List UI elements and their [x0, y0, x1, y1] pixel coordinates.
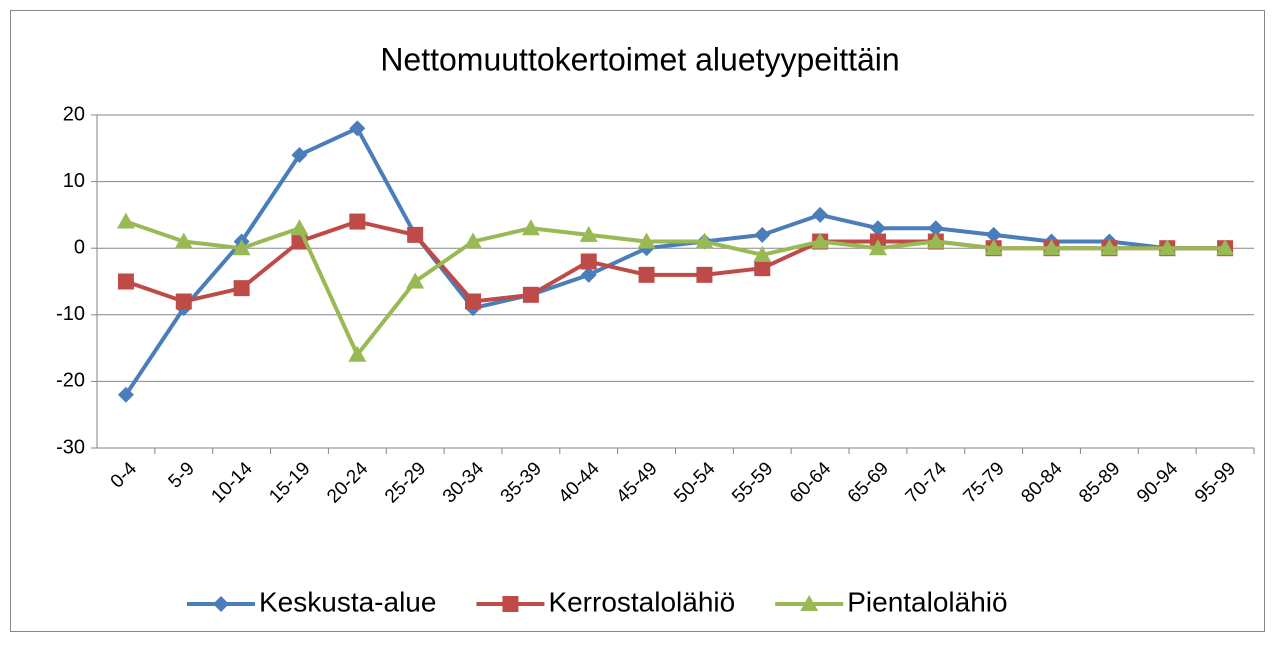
data-point — [521, 219, 540, 236]
data-point — [753, 245, 772, 262]
data-point — [349, 120, 366, 137]
data-point — [175, 293, 192, 310]
data-point — [868, 239, 887, 256]
data-point — [464, 232, 483, 249]
chart-title: Nettomuuttokertoimet aluetyypeittäin — [380, 41, 899, 77]
data-point — [407, 226, 424, 243]
data-point — [926, 232, 945, 249]
y-tick-label: -30 — [56, 436, 85, 458]
legend-marker — [502, 596, 519, 612]
data-point — [174, 232, 193, 249]
data-point — [580, 266, 597, 283]
legend-item: Keskusta-alue — [187, 586, 436, 617]
data-point — [1216, 239, 1235, 256]
data-point — [696, 266, 713, 283]
data-point — [638, 266, 655, 283]
data-point — [348, 345, 367, 362]
series-line — [125, 219, 1226, 357]
data-point — [349, 213, 366, 230]
data-point — [985, 226, 1002, 243]
data-point — [117, 386, 134, 403]
data-point — [116, 212, 135, 229]
legend-item: Kerrostalolähiö — [476, 586, 735, 617]
data-point — [291, 146, 308, 163]
legend-label: Keskusta-alue — [259, 586, 436, 617]
legend-label: Kerrostalolähiö — [548, 586, 735, 617]
legend-marker — [213, 596, 229, 612]
data-point — [1100, 239, 1119, 256]
data-point — [233, 280, 250, 297]
data-point — [1158, 239, 1177, 256]
series-line — [124, 126, 1226, 396]
legend-item: Pientalolähiö — [775, 586, 1008, 617]
data-point — [984, 239, 1003, 256]
data-point — [117, 273, 134, 290]
data-point — [290, 219, 309, 236]
data-point — [1042, 239, 1061, 256]
data-point — [406, 272, 425, 289]
y-tick-label: 20 — [63, 103, 85, 125]
data-point — [811, 232, 830, 249]
data-point — [522, 286, 539, 303]
legend-label: Pientalolähiö — [847, 586, 1007, 617]
data-point — [812, 206, 829, 223]
chart-border — [10, 10, 1265, 632]
y-tick-label: -10 — [56, 303, 85, 325]
data-point — [695, 232, 714, 249]
data-point — [637, 232, 656, 249]
y-tick-label: 10 — [63, 170, 85, 192]
data-point — [754, 226, 771, 243]
data-point — [465, 293, 482, 310]
data-point — [580, 253, 597, 270]
y-tick-label: -20 — [56, 370, 85, 392]
data-point — [869, 220, 886, 237]
y-tick-label: 0 — [74, 236, 85, 258]
data-point — [232, 239, 251, 256]
data-point — [754, 260, 771, 277]
data-point — [927, 220, 944, 237]
legend-marker — [800, 595, 819, 611]
data-point — [579, 225, 598, 242]
